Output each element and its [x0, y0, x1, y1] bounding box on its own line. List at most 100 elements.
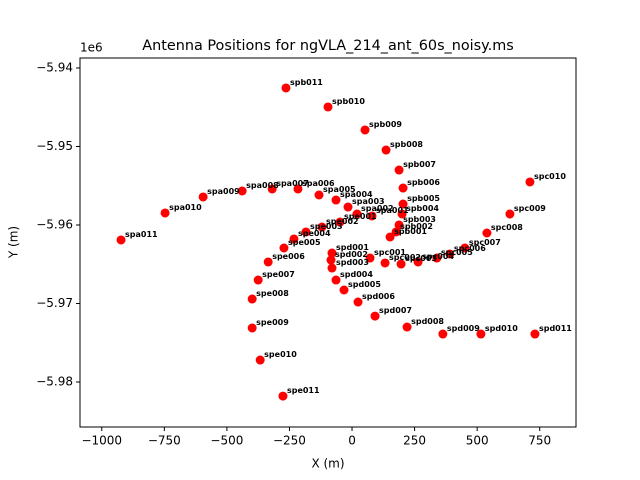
antenna-label: spb011 [290, 78, 323, 87]
antenna-label: spb007 [403, 160, 436, 169]
antenna-label: spe004 [298, 229, 331, 238]
antenna-point [413, 257, 423, 267]
antenna-label: spd004 [340, 270, 373, 279]
antenna-label: spe005 [288, 238, 321, 247]
antenna-point [381, 145, 391, 155]
antenna-label: spe010 [264, 350, 297, 359]
antenna-label: spc005 [441, 248, 473, 257]
x-tick-label: −750 [148, 434, 181, 448]
antenna-point [326, 255, 336, 265]
antenna-point [398, 183, 408, 193]
antenna-point [360, 125, 370, 135]
antenna-label: spb008 [390, 140, 423, 149]
antenna-label: spd002 [335, 250, 368, 259]
antenna-point [331, 195, 341, 205]
y-tick-label: −5.94 [36, 60, 73, 74]
antenna-point [432, 253, 442, 263]
antenna-point [247, 294, 257, 304]
antenna-label: spa006 [302, 179, 335, 188]
antenna-point [331, 275, 341, 285]
antenna-point [278, 391, 288, 401]
x-tick-label: 250 [403, 434, 426, 448]
antenna-point [402, 322, 412, 332]
antenna-label: spa007 [276, 179, 309, 188]
antenna-point [460, 243, 470, 253]
antenna-label: spd010 [485, 324, 518, 333]
antenna-point [505, 209, 515, 219]
antenna-point [380, 258, 390, 268]
y-offset-label: 1e6 [80, 41, 103, 55]
antenna-point [253, 275, 263, 285]
antenna-point [530, 329, 540, 339]
antenna-point [301, 227, 311, 237]
antenna-label: spa009 [207, 187, 240, 196]
plot-frame [79, 57, 577, 428]
antenna-point [323, 102, 333, 112]
antenna-point [367, 211, 377, 221]
antenna-label: spa010 [169, 203, 202, 212]
antenna-label: spc003 [405, 254, 437, 263]
x-tick-label: 0 [348, 434, 356, 448]
antenna-label: spe011 [287, 386, 320, 395]
antenna-label: spb001 [394, 227, 427, 236]
antenna-point [314, 190, 324, 200]
x-tick-label: −250 [273, 434, 306, 448]
antenna-point [267, 184, 277, 194]
y-tick-label: −5.95 [36, 139, 73, 153]
antenna-label: spd003 [336, 258, 369, 267]
antenna-point [385, 232, 395, 242]
antenna-label: spc007 [469, 238, 501, 247]
antenna-label: spb010 [332, 97, 365, 106]
antenna-label: spe003 [310, 222, 343, 231]
x-tick-label: −1000 [81, 434, 122, 448]
antenna-label: spd005 [348, 280, 381, 289]
antenna-point [391, 227, 401, 237]
antenna-label: spe007 [262, 270, 295, 279]
antenna-label: spb003 [403, 215, 436, 224]
antenna-point [353, 297, 363, 307]
antenna-point [482, 228, 492, 238]
antenna-point [398, 199, 408, 209]
antenna-point [317, 222, 327, 232]
antenna-point [365, 253, 375, 263]
antenna-point [445, 249, 455, 259]
antenna-label: spd001 [336, 243, 369, 252]
antenna-point [237, 186, 247, 196]
antenna-label: spc008 [491, 223, 523, 232]
antenna-point [116, 235, 126, 245]
antenna-point [281, 83, 291, 93]
antenna-label: spd011 [539, 324, 572, 333]
antenna-label: spb006 [407, 178, 440, 187]
antenna-label: spa002 [361, 204, 394, 213]
antenna-label: spb005 [407, 194, 440, 203]
y-tick-label: −5.96 [36, 217, 73, 231]
antenna-label: spa004 [340, 190, 373, 199]
antenna-point [279, 243, 289, 253]
antenna-label: spd006 [362, 292, 395, 301]
antenna-label: spe002 [326, 217, 359, 226]
antenna-point [370, 311, 380, 321]
antenna-label: spb002 [400, 222, 433, 231]
antenna-label: spb009 [369, 120, 402, 129]
y-tick-label: −5.98 [36, 375, 73, 389]
antenna-point [255, 355, 265, 365]
antenna-point [327, 263, 337, 273]
antenna-label: spc006 [454, 244, 486, 253]
antenna-point [394, 220, 404, 230]
antenna-point [198, 192, 208, 202]
antenna-label: spa001 [376, 206, 409, 215]
antenna-label: spe008 [256, 289, 289, 298]
antenna-point [343, 202, 353, 212]
antenna-label: spc002 [389, 253, 421, 262]
x-axis-label: X (m) [311, 457, 344, 471]
antenna-label: spa003 [352, 197, 385, 206]
antenna-label: spa005 [323, 185, 356, 194]
antenna-label: spc001 [374, 248, 406, 257]
antenna-point [263, 257, 273, 267]
antenna-point [335, 217, 345, 227]
chart-title: Antenna Positions for ngVLA_214_ant_60s_… [142, 38, 513, 54]
antenna-label: spa011 [125, 230, 158, 239]
y-axis-label: Y (m) [7, 226, 21, 259]
antenna-label: spe001 [344, 212, 377, 221]
antenna-label: spd008 [411, 317, 444, 326]
